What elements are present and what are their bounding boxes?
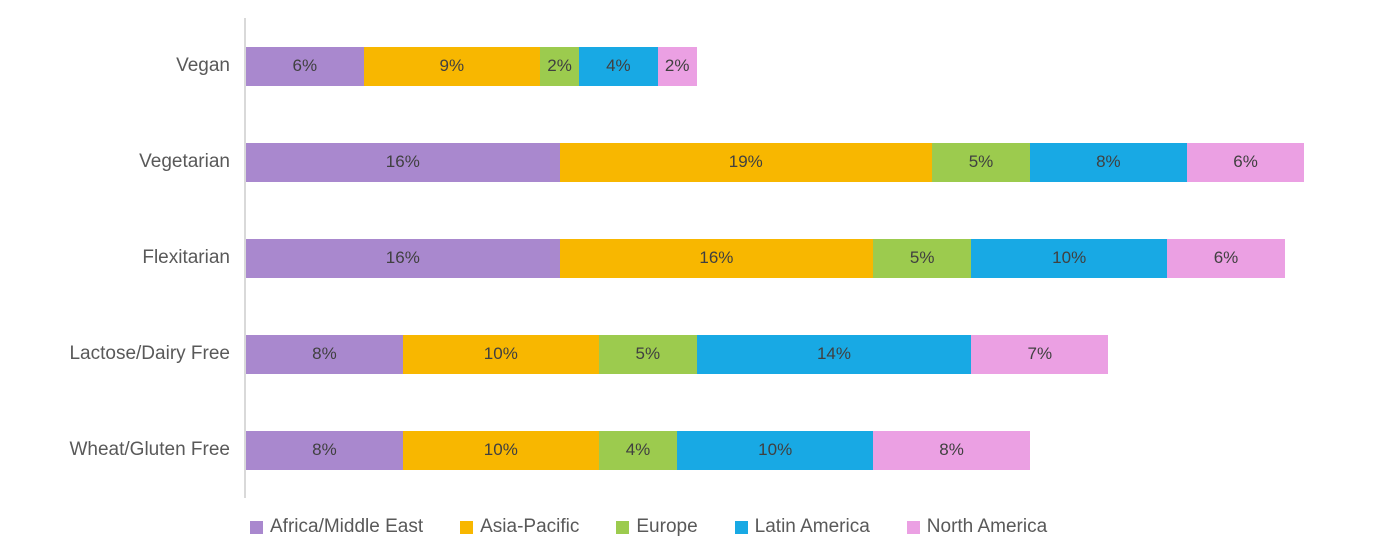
bar-track: 6% 9% 2% 4% 2% <box>246 46 697 86</box>
segment-value-label: 6% <box>1233 152 1258 171</box>
bar-segment: 6% <box>1186 142 1305 182</box>
bar-row: Vegan 6% 9% 2% 4% 2% <box>0 18 1383 114</box>
category-label: Vegetarian <box>139 151 230 172</box>
legend-label: North America <box>926 516 1048 537</box>
legend-item: Latin America <box>734 516 870 538</box>
segment-value-label: 9% <box>439 56 465 75</box>
bar-segment: 6% <box>246 46 364 86</box>
segment-value-label: 16% <box>385 152 420 171</box>
legend-marker-icon <box>734 520 748 534</box>
bar-segment: 5% <box>598 334 697 374</box>
bar-row: Flexitarian 16% 16% 5% 10% 6% <box>0 210 1383 306</box>
segment-value-label: 6% <box>292 56 318 75</box>
legend-item: Asia-Pacific <box>460 516 579 538</box>
legend-label: Latin America <box>754 516 870 537</box>
segment-value-label: 8% <box>939 440 964 459</box>
segment-value-label: 8% <box>312 440 337 459</box>
plot-area: Vegan 6% 9% 2% 4% 2% Vegetarian 16% 19% 5% 8% 6% Fle… <box>0 18 1383 498</box>
legend-label: Africa/Middle East <box>270 516 424 537</box>
bar-segment: 4% <box>579 46 658 86</box>
bar-segment: 14% <box>696 334 972 374</box>
bar-segment: 2% <box>539 46 580 86</box>
bar-segment: 8% <box>246 334 403 374</box>
legend-item: Africa/Middle East <box>250 516 423 538</box>
bar-track: 8% 10% 5% 14% 7% <box>246 334 1109 374</box>
bar-segment: 8% <box>1029 142 1187 182</box>
bar-row: Lactose/Dairy Free 8% 10% 5% 14% 7% <box>0 306 1383 402</box>
legend-marker-icon <box>250 520 263 534</box>
segment-value-label: 7% <box>1027 344 1053 363</box>
bar-segment: 8% <box>873 430 1030 470</box>
bar-segment: 9% <box>363 46 540 86</box>
bar-track: 8% 10% 4% 10% 8% <box>246 430 1030 470</box>
segment-value-label: 16% <box>699 248 734 267</box>
segment-value-label: 16% <box>385 248 420 267</box>
legend-item: North America <box>906 516 1048 538</box>
category-label: Flexitarian <box>142 247 230 268</box>
segment-value-label: 5% <box>909 248 935 267</box>
bar-segment: 16% <box>246 142 560 182</box>
legend-label: Asia-Pacific <box>480 516 580 537</box>
segment-value-label: 8% <box>312 344 337 363</box>
segment-value-label: 2% <box>664 56 690 75</box>
legend-label: Europe <box>636 516 698 537</box>
segment-value-label: 4% <box>606 56 631 75</box>
bar-segment: 10% <box>402 334 599 374</box>
bar-segment: 16% <box>559 238 874 278</box>
bar-segment: 5% <box>873 238 972 278</box>
bar-track: 16% 16% 5% 10% 6% <box>246 238 1285 278</box>
bar-segment: 7% <box>971 334 1109 374</box>
bar-row: Vegetarian 16% 19% 5% 8% 6% <box>0 114 1383 210</box>
bar-track: 16% 19% 5% 8% 6% <box>246 142 1305 182</box>
segment-value-label: 19% <box>728 152 763 171</box>
bar-segment: 10% <box>971 238 1168 278</box>
segment-value-label: 10% <box>483 440 518 459</box>
legend-item: Europe <box>616 516 698 538</box>
bar-segment: 8% <box>246 430 403 470</box>
category-label: Lactose/Dairy Free <box>69 343 230 364</box>
segment-value-label: 5% <box>968 152 994 171</box>
legend: Africa/Middle East Asia-Pacific Europe Lati… <box>250 516 1047 538</box>
segment-value-label: 10% <box>758 440 793 459</box>
bar-segment: 2% <box>657 46 697 86</box>
segment-value-label: 6% <box>1213 248 1239 267</box>
segment-value-label: 8% <box>1096 152 1121 171</box>
category-label: Wheat/Gluten Free <box>69 439 230 460</box>
bar-segment: 10% <box>402 430 599 470</box>
bar-segment: 10% <box>677 430 874 470</box>
bar-segment: 4% <box>598 430 678 470</box>
legend-marker-icon <box>616 520 630 534</box>
bar-segment: 5% <box>931 142 1030 182</box>
segment-value-label: 5% <box>635 344 661 363</box>
bar-segment: 16% <box>246 238 560 278</box>
bar-segment: 6% <box>1167 238 1285 278</box>
bar-row: Wheat/Gluten Free 8% 10% 4% 10% 8% <box>0 402 1383 498</box>
category-label: Vegan <box>176 55 230 76</box>
segment-value-label: 2% <box>547 56 572 75</box>
segment-value-label: 14% <box>816 344 851 363</box>
segment-value-label: 10% <box>1052 248 1087 267</box>
segment-value-label: 4% <box>625 440 651 459</box>
legend-marker-icon <box>906 520 920 534</box>
legend-marker-icon <box>460 520 474 534</box>
segment-value-label: 10% <box>483 344 518 363</box>
bar-segment: 19% <box>559 142 932 182</box>
y-axis-line <box>244 18 246 498</box>
